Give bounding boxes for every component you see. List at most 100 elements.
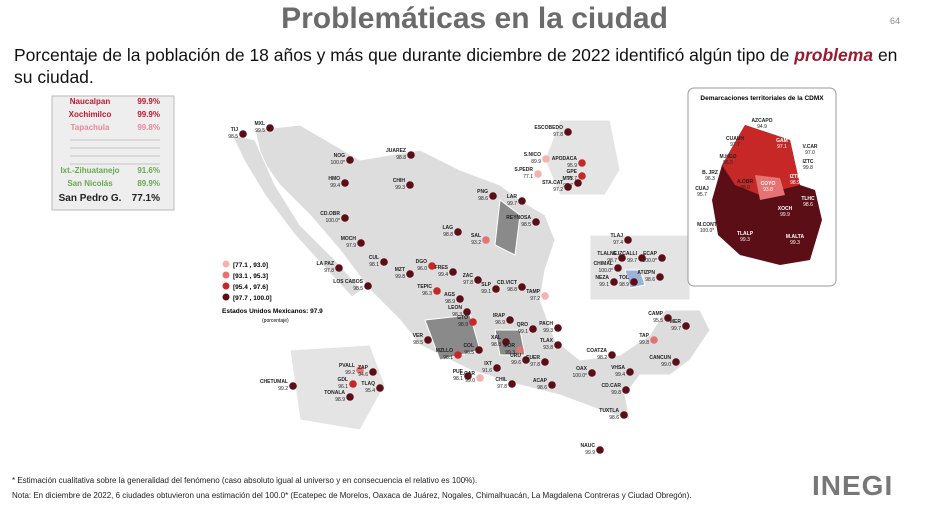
city-dot (541, 358, 549, 366)
city-value: 97.4 (613, 240, 623, 246)
city-dot (518, 283, 526, 291)
district-value: 98.6 (803, 202, 813, 208)
city-name: MOCH (341, 236, 357, 242)
city-value: 98.5 (521, 222, 531, 228)
city-dot (428, 262, 436, 270)
city-dot (346, 156, 354, 164)
cities: TIJ98.5MXL99.5NOG100.0*JUAREZ98.8HMO99.4… (228, 121, 690, 456)
page-number: 64 (890, 16, 901, 26)
city-value: 77.1 (523, 174, 533, 180)
city-value: 100.0* (326, 218, 341, 224)
district-name: COYO (761, 181, 776, 187)
ranking-name: Naucalpan (70, 97, 111, 106)
city-value: 93.8 (543, 345, 553, 351)
city-name: MOR (503, 343, 515, 349)
city-value: 99.3 (395, 185, 405, 191)
district-value: 99.8 (803, 165, 813, 171)
city-value: 97.8 (530, 362, 540, 368)
city-name: TAMP (526, 289, 540, 295)
city-value: 99.6 (511, 360, 521, 366)
city-value: 95.7 (567, 176, 577, 182)
city-value: 99.4 (330, 183, 340, 189)
city-dot (449, 268, 457, 276)
city-name: LOS CABOS (333, 279, 363, 285)
city-dot (406, 270, 414, 278)
city-value: 95.9 (567, 163, 577, 169)
city-dot (610, 278, 618, 286)
city-name: GTO (457, 315, 468, 321)
ranking-value: 99.9% (137, 110, 160, 119)
district-value: 94.9 (757, 124, 767, 130)
footnote: * Estimación cualitativa sobre la genera… (12, 476, 478, 485)
city-name: DGO (416, 259, 428, 265)
district-name: XOCH (778, 206, 793, 212)
city-dot (554, 341, 562, 349)
city-name: TLALNE (597, 251, 617, 257)
city-value: 99.1 (599, 282, 609, 288)
city-dot (658, 254, 666, 262)
city-dot (356, 366, 364, 374)
country-shape (231, 119, 711, 431)
district-name: TLHC (801, 196, 815, 202)
city-dot (622, 386, 630, 394)
city-value: 99.3 (505, 350, 515, 356)
ranking-name: Xochimilco (69, 110, 112, 119)
city-name: TLAJ (611, 233, 624, 239)
city-value: 98.7 (607, 258, 617, 264)
city-value: 96.5 (464, 350, 474, 356)
legend-swatch (222, 260, 230, 268)
city-dot (529, 325, 537, 333)
city-dot (482, 236, 490, 244)
city-name: XAL (491, 335, 501, 341)
city-name: JUAREZ (386, 148, 406, 154)
city-name: MXL (254, 121, 265, 127)
district-value: 93.8 (763, 187, 773, 193)
city-name: CHETUMAL (260, 379, 288, 385)
city-value: 91.6 (482, 368, 492, 374)
ranking-name: San Pedro G. (59, 193, 122, 204)
city-dot (626, 368, 634, 376)
city-name: TLAQ (361, 381, 375, 387)
city-dot (239, 130, 247, 138)
city-dot (502, 338, 510, 346)
city-dot (369, 368, 377, 376)
city-value: 96.3 (422, 291, 432, 297)
city-name: TIJ (231, 127, 238, 133)
national-value: Estados Unidos Mexicanos: 97.9 (222, 308, 323, 315)
ranking-box (51, 95, 175, 211)
legend-label: [93.1 , 95.3] (233, 273, 268, 280)
city-value: 97.8 (324, 268, 334, 274)
city-name: CUL (369, 255, 379, 261)
note: Nota: En diciembre de 2022, 6 ciudades o… (12, 491, 692, 500)
city-name: MZT (395, 267, 405, 273)
city-name: TOL (619, 275, 629, 281)
city-name: COL (463, 343, 474, 349)
city-value: 98.5 (413, 340, 423, 346)
city-name: CHIMAL (594, 261, 613, 267)
city-dot (492, 285, 500, 293)
city-dot (534, 170, 542, 178)
city-value: 99.4 (438, 272, 448, 278)
city-dot (463, 308, 471, 316)
city-value: 98.3 (452, 312, 462, 318)
city-dot (578, 159, 586, 167)
city-name: TLAX (540, 338, 554, 344)
city-name: URU (510, 353, 521, 359)
city-dot (522, 356, 530, 364)
city-value: 99.0 (465, 378, 475, 384)
city-name: ZAC (463, 273, 474, 279)
city-dot (464, 372, 472, 380)
city-name: CHIH (393, 178, 406, 184)
title: Problemáticas en la ciudad (281, 2, 668, 35)
city-value: 98.1 (369, 262, 379, 268)
city-dot (608, 351, 616, 359)
city-name: QRO (517, 322, 529, 328)
city-dot (456, 295, 464, 303)
district-value: 97.7 (730, 142, 740, 148)
city-name: MZLLO (436, 348, 453, 354)
city-dot (476, 374, 484, 382)
city-dot (380, 258, 388, 266)
city-name: APODACA (552, 156, 578, 162)
cdmx-shape (722, 125, 800, 195)
subtitle: Porcentaje de la población de 18 años y … (14, 44, 914, 88)
